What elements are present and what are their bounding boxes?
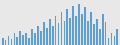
Bar [108,38,109,45]
Bar [52,26,54,45]
Bar [114,36,115,45]
Bar [11,39,12,45]
Bar [87,21,89,45]
Bar [75,16,77,45]
Bar [90,12,92,45]
Bar [61,12,62,45]
Bar [2,38,4,45]
Bar [99,29,101,45]
Bar [5,40,6,45]
Bar [16,37,18,45]
Bar [14,33,15,45]
Bar [49,19,51,45]
Bar [55,16,57,45]
Bar [31,29,33,45]
Bar [46,28,48,45]
Bar [78,4,80,45]
Bar [96,19,98,45]
Bar [102,14,104,45]
Bar [8,36,9,45]
Bar [72,6,74,45]
Bar [22,35,24,45]
Bar [66,9,68,45]
Bar [81,14,83,45]
Bar [34,33,36,45]
Bar [40,31,42,45]
Bar [63,21,65,45]
Bar [37,26,39,45]
Bar [105,22,106,45]
Bar [93,24,95,45]
Bar [116,29,118,45]
Bar [25,33,27,45]
Bar [84,7,86,45]
Bar [28,38,30,45]
Bar [69,18,71,45]
Bar [111,33,112,45]
Bar [43,22,45,45]
Bar [58,23,59,45]
Bar [19,31,21,45]
